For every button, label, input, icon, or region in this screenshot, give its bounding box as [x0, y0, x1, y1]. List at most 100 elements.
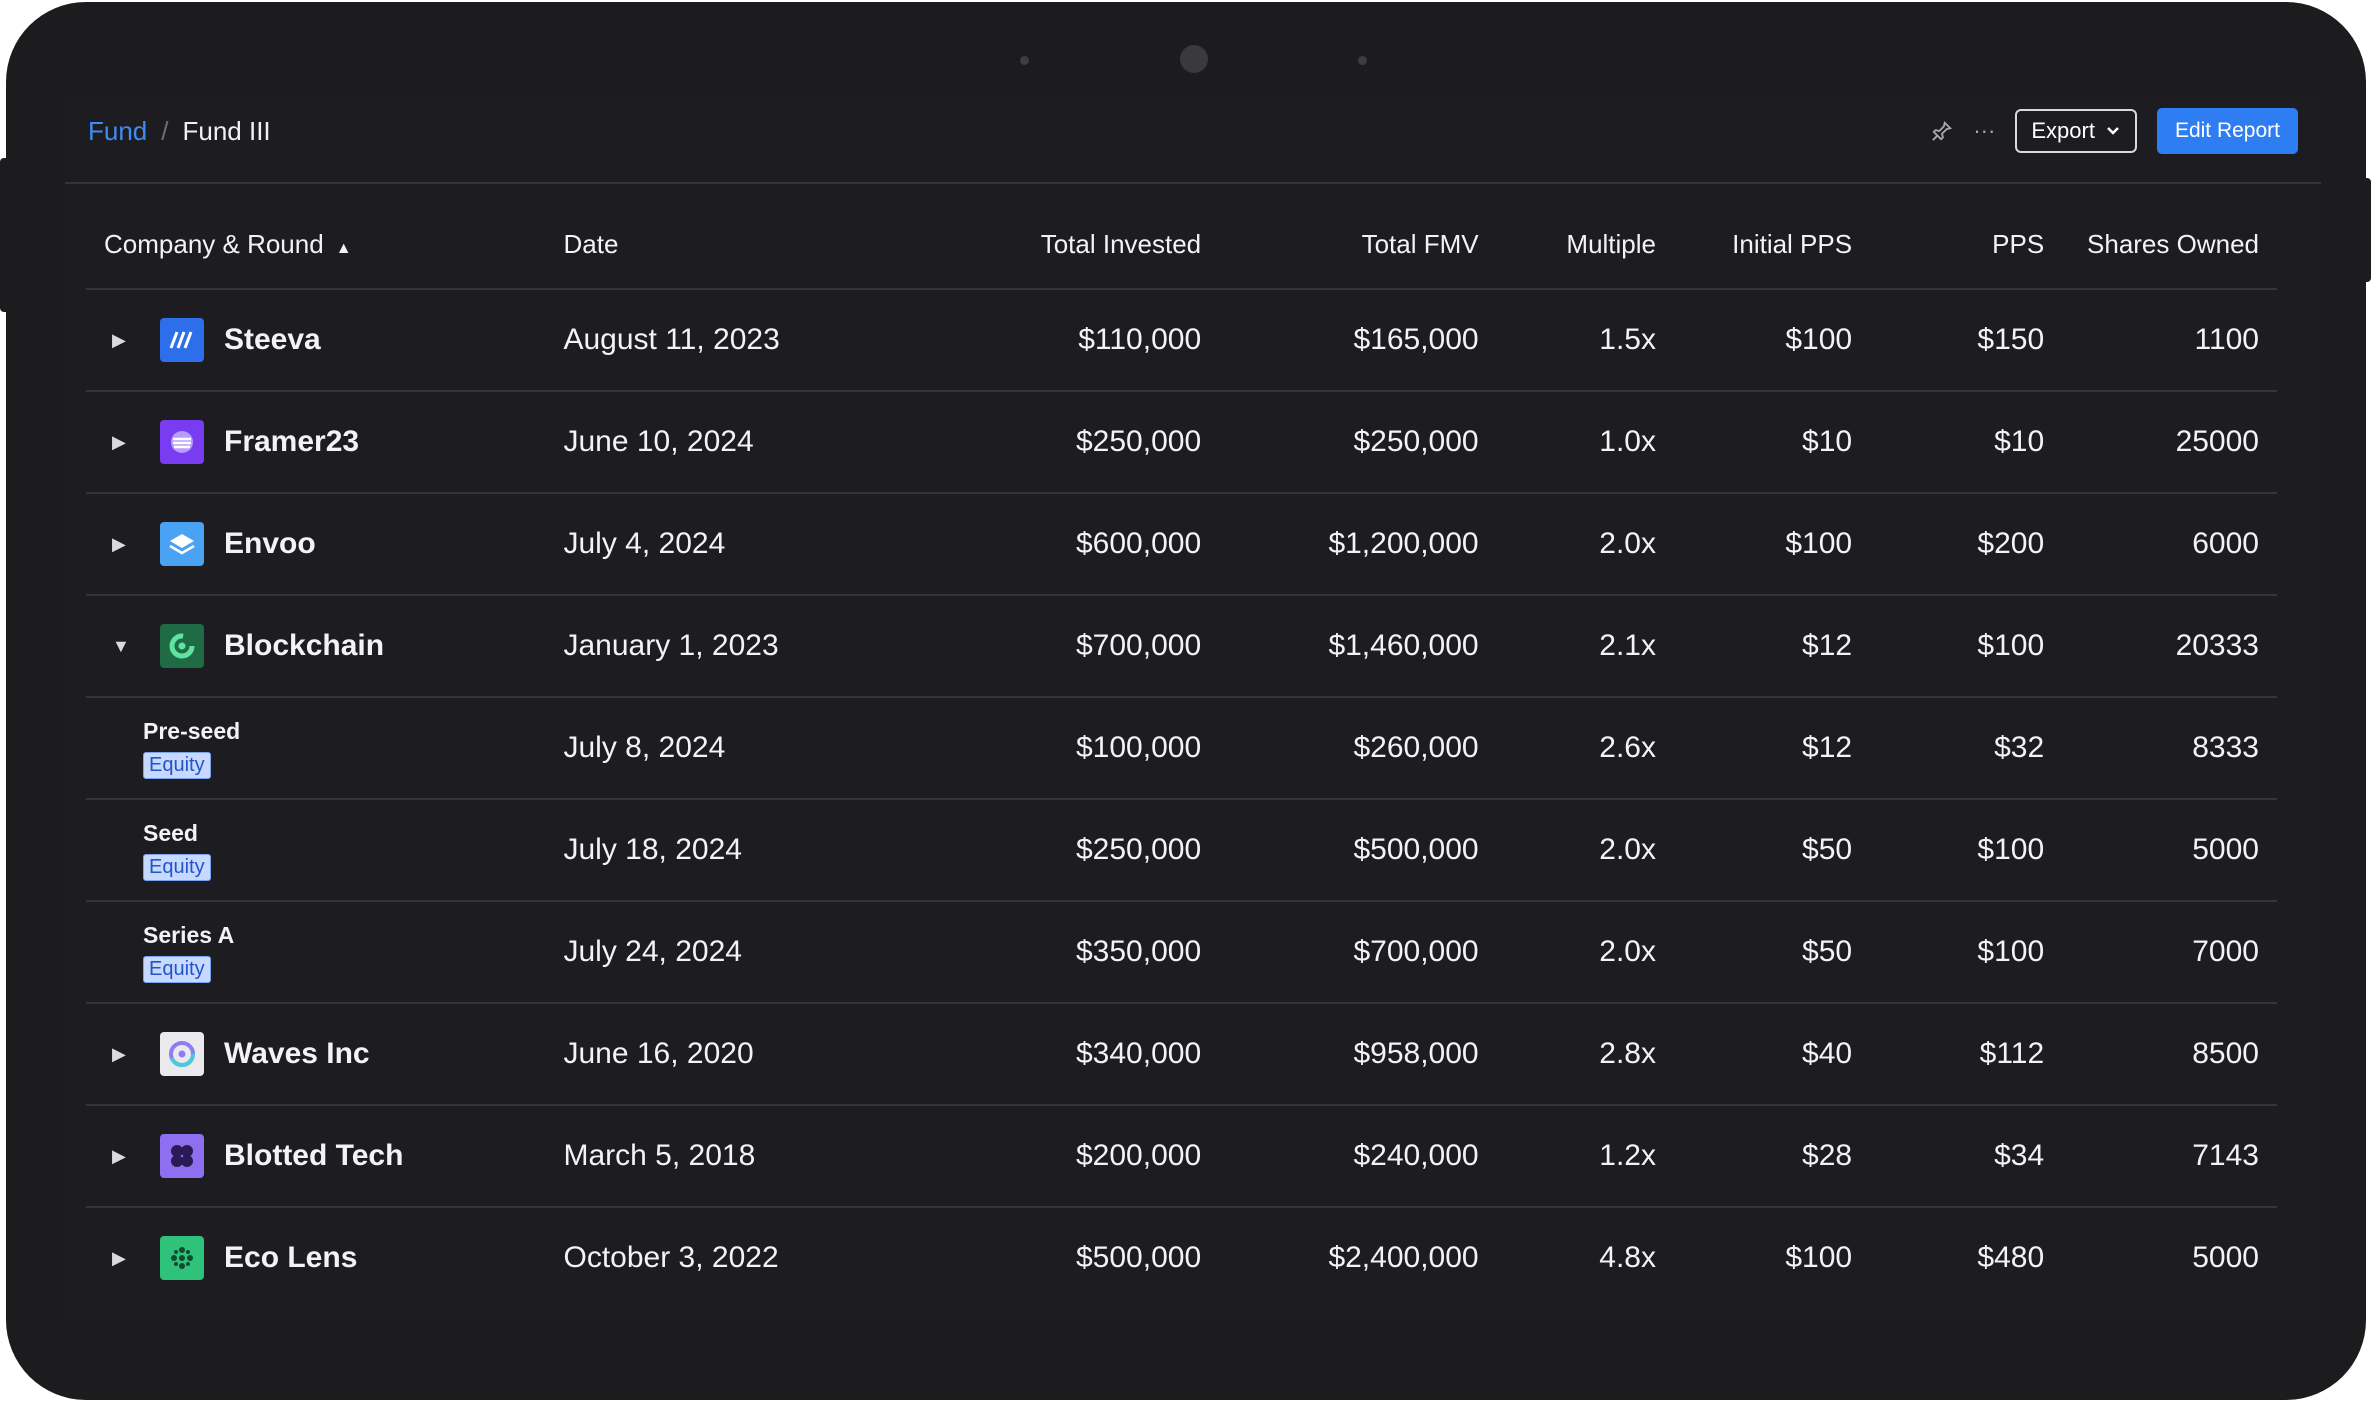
company-name: Envoo [224, 527, 316, 560]
pps-cell: $100 [1870, 595, 2063, 698]
table-header-row: Company & Round ▲ Date Total Invested Tot… [86, 200, 2277, 290]
round-name: Seed [143, 819, 198, 846]
expand-caret-icon[interactable]: ▶ [112, 533, 126, 554]
date-cell: July 4, 2024 [533, 493, 905, 596]
multiple-cell: 2.1x [1496, 595, 1674, 698]
expand-caret-icon[interactable]: ▶ [112, 1043, 126, 1064]
total-invested-cell: $340,000 [904, 1003, 1220, 1106]
column-header-date[interactable]: Date [533, 200, 905, 290]
shares-owned-cell: 1100 [2062, 289, 2277, 392]
waves-logo-icon [160, 1032, 204, 1076]
initial-pps-cell: $28 [1674, 1105, 1871, 1208]
table-row[interactable]: ▶ Steeva August 11, 2023 $110,000 $165,0… [86, 289, 2277, 392]
initial-pps-cell: $100 [1785, 1241, 1853, 1274]
multiple-cell: 4.8x [1599, 1241, 1656, 1274]
pps-cell: $34 [1870, 1105, 2063, 1208]
pps-cell: $100 [1870, 799, 2063, 902]
initial-pps-cell: $12 [1674, 595, 1871, 698]
top-bar: Fund / Fund III ··· Export Edit Report [65, 96, 2321, 184]
multiple-cell: 2.0x [1496, 901, 1674, 1004]
pps-cell: $480 [1977, 1241, 2045, 1274]
initial-pps-cell: $50 [1674, 799, 1871, 902]
pps-cell: $10 [1870, 391, 2063, 494]
total-fmv-cell: $250,000 [1219, 391, 1497, 494]
expand-caret-icon[interactable]: ▶ [112, 329, 126, 350]
chevron-down-icon [2107, 127, 2119, 135]
round-type-badge: Equity [143, 853, 211, 881]
pin-icon[interactable] [1931, 120, 1953, 142]
initial-pps-cell: $50 [1674, 901, 1871, 1004]
company-name: Blockchain [224, 629, 385, 662]
steeva-logo-icon [160, 318, 204, 362]
camera [1180, 45, 1208, 73]
breadcrumb-fund-link[interactable]: Fund [88, 116, 148, 146]
column-header-shares-owned[interactable]: Shares Owned [2062, 200, 2277, 290]
column-header-total-invested[interactable]: Total Invested [904, 200, 1220, 290]
column-header-company[interactable]: Company & Round ▲ [86, 200, 534, 290]
pps-cell: $200 [1870, 493, 2063, 596]
column-header-total-fmv[interactable]: Total FMV [1219, 200, 1497, 290]
total-invested-cell: $100,000 [904, 697, 1220, 800]
table-row[interactable]: ▶ Eco Lens October 3, 2022 $500,000 $2,4… [86, 1207, 2277, 1308]
edit-report-button[interactable]: Edit Report [2156, 108, 2298, 154]
sub-row-round[interactable]: Seed Equity July 18, 2024 $250,000 $500,… [86, 799, 2277, 902]
shares-owned-cell: 8333 [2062, 697, 2277, 800]
column-header-pps[interactable]: PPS [1870, 200, 2063, 290]
multiple-cell: 2.0x [1496, 493, 1674, 596]
date-cell: March 5, 2018 [533, 1105, 905, 1208]
envoo-logo-icon [160, 522, 204, 566]
shares-owned-cell: 7000 [2062, 901, 2277, 1004]
pps-cell: $150 [1870, 289, 2063, 392]
company-name: Waves Inc [224, 1037, 370, 1070]
table-row[interactable]: ▶ Envoo July 4, 2024 $600,000 $1,200,000… [86, 493, 2277, 596]
shares-owned-cell: 7143 [2062, 1105, 2277, 1208]
expand-caret-icon[interactable]: ▶ [112, 431, 126, 452]
expand-caret-icon[interactable]: ▶ [112, 1145, 126, 1166]
export-dropdown[interactable]: Export [2015, 109, 2137, 153]
date-cell: July 8, 2024 [533, 697, 905, 800]
total-fmv-cell: $700,000 [1219, 901, 1497, 1004]
date-cell: August 11, 2023 [533, 289, 905, 392]
screen: Fund / Fund III ··· Export Edit Report [65, 96, 2321, 1316]
pps-cell: $112 [1870, 1003, 2063, 1106]
more-icon[interactable]: ··· [1973, 118, 1996, 143]
expand-caret-icon[interactable]: ▶ [112, 1247, 126, 1268]
total-invested-cell: $500,000 [1076, 1241, 1202, 1274]
breadcrumb: Fund / Fund III [88, 116, 271, 147]
round-name: Pre-seed [143, 717, 241, 744]
collapse-caret-icon[interactable]: ▼ [112, 635, 130, 656]
total-fmv-cell: $260,000 [1219, 697, 1497, 800]
multiple-cell: 1.2x [1496, 1105, 1674, 1208]
round-type-badge: Equity [143, 751, 211, 779]
round-type-badge: Equity [143, 955, 211, 983]
total-fmv-cell: $165,000 [1219, 289, 1497, 392]
table-row[interactable]: ▶ Blotted Tech March 5, 2018 $200,000 $2… [86, 1105, 2277, 1208]
total-invested-cell: $250,000 [904, 391, 1220, 494]
initial-pps-cell: $10 [1674, 391, 1871, 494]
company-name: Steeva [224, 323, 321, 356]
breadcrumb-current: Fund III [182, 116, 271, 146]
pps-cell: $32 [1870, 697, 2063, 800]
shares-owned-cell: 20333 [2062, 595, 2277, 698]
total-fmv-cell: $1,460,000 [1219, 595, 1497, 698]
initial-pps-cell: $40 [1674, 1003, 1871, 1106]
round-name: Series A [143, 921, 235, 948]
device-side-button [2359, 178, 2371, 282]
shares-owned-cell: 25000 [2062, 391, 2277, 494]
table-row[interactable]: ▶ Framer23 June 10, 2024 $250,000 $250,0… [86, 391, 2277, 494]
initial-pps-cell: $100 [1674, 493, 1871, 596]
table-row[interactable]: ▼ Blockchain January 1, 2023 $700,000 $1… [86, 595, 2277, 698]
column-header-initial-pps[interactable]: Initial PPS [1674, 200, 1871, 290]
sub-row-round[interactable]: Pre-seed Equity July 8, 2024 $100,000 $2… [86, 697, 2277, 800]
sort-ascending-icon[interactable]: ▲ [335, 239, 352, 257]
total-fmv-cell: $2,400,000 [1328, 1241, 1479, 1274]
date-cell: July 24, 2024 [533, 901, 905, 1004]
date-cell: June 10, 2024 [533, 391, 905, 494]
sensor-dot [1358, 56, 1367, 65]
sub-row-round[interactable]: Series A Equity July 24, 2024 $350,000 $… [86, 901, 2277, 1004]
column-header-multiple[interactable]: Multiple [1496, 200, 1674, 290]
multiple-cell: 1.0x [1496, 391, 1674, 494]
device-side-button [0, 158, 12, 312]
total-fmv-cell: $958,000 [1219, 1003, 1497, 1106]
table-row[interactable]: ▶ Waves Inc June 16, 2020 $340,000 $958,… [86, 1003, 2277, 1106]
